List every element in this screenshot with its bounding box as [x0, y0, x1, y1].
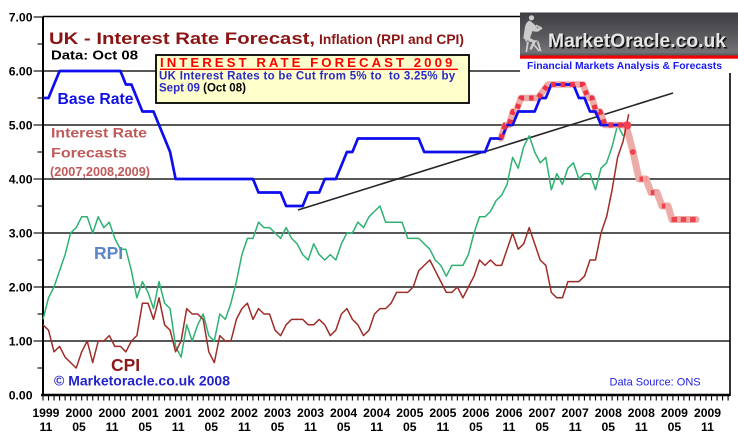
svg-text:2002: 2002 [198, 406, 225, 420]
svg-text:2005: 2005 [429, 406, 456, 420]
svg-text:Forecasts: Forecasts [51, 145, 127, 161]
svg-text:MarketOracle.co.uk: MarketOracle.co.uk [550, 33, 728, 54]
svg-text:4.00: 4.00 [9, 172, 33, 186]
svg-text:CPI: CPI [111, 355, 140, 375]
svg-text:11: 11 [172, 420, 185, 434]
svg-text:2005: 2005 [396, 406, 423, 420]
svg-text:11: 11 [39, 420, 52, 434]
svg-text:Base Rate: Base Rate [58, 91, 134, 108]
svg-text:11: 11 [106, 420, 119, 434]
svg-text:Data Source: ONS: Data Source: ONS [610, 377, 701, 389]
svg-text:2000: 2000 [99, 406, 126, 420]
svg-text:Sept 09 (Oct 08): Sept 09 (Oct 08) [159, 83, 246, 95]
svg-text:1.00: 1.00 [9, 334, 33, 348]
svg-text:UK - Interest Rate Forecast,: UK - Interest Rate Forecast, [49, 29, 315, 48]
svg-text:MarketOracle.co.uk: MarketOracle.co.uk [548, 31, 726, 52]
svg-text:05: 05 [72, 420, 86, 434]
svg-text:RPI: RPI [94, 243, 123, 263]
svg-text:3.00: 3.00 [9, 226, 33, 240]
svg-text:2000: 2000 [65, 406, 92, 420]
svg-text:6.00: 6.00 [9, 64, 33, 78]
svg-text:5.00: 5.00 [9, 118, 33, 132]
svg-text:Interest Rate: Interest Rate [51, 125, 147, 141]
svg-text:Inflation (RPI and CPI): Inflation (RPI and CPI) [319, 31, 464, 47]
svg-text:11: 11 [503, 420, 516, 434]
svg-text:2003: 2003 [297, 406, 324, 420]
svg-text:11: 11 [370, 420, 383, 434]
svg-text:2009: 2009 [661, 406, 688, 420]
svg-text:11: 11 [238, 420, 251, 434]
svg-text:2004: 2004 [330, 406, 357, 420]
svg-text:05: 05 [469, 420, 483, 434]
svg-text:0.00: 0.00 [9, 388, 33, 402]
svg-text:05: 05 [602, 420, 616, 434]
svg-text:2002: 2002 [231, 406, 258, 420]
svg-text:Financial Markets Analysis & F: Financial Markets Analysis & Forecasts [527, 60, 722, 72]
svg-text:11: 11 [701, 420, 714, 434]
svg-text:© Marketoracle.co.uk 2008: © Marketoracle.co.uk 2008 [54, 374, 230, 389]
svg-text:05: 05 [205, 420, 219, 434]
svg-text:2003: 2003 [264, 406, 291, 420]
svg-text:2006: 2006 [495, 406, 522, 420]
svg-text:2.00: 2.00 [9, 280, 33, 294]
svg-text:Data: Oct 08: Data: Oct 08 [51, 48, 138, 63]
svg-text:7.00: 7.00 [9, 10, 33, 24]
svg-text:UK Interest Rates to be Cut fr: UK Interest Rates to be Cut from 5% to t… [159, 71, 456, 83]
svg-text:05: 05 [271, 420, 285, 434]
svg-text:2008: 2008 [628, 406, 655, 420]
svg-text:05: 05 [403, 420, 417, 434]
svg-text:2006: 2006 [462, 406, 489, 420]
svg-text:05: 05 [138, 420, 152, 434]
svg-text:05: 05 [668, 420, 682, 434]
svg-text:2001: 2001 [132, 406, 159, 420]
svg-text:2007: 2007 [529, 406, 556, 420]
svg-text:1999: 1999 [32, 406, 59, 420]
svg-text:11: 11 [635, 420, 648, 434]
svg-text:11: 11 [304, 420, 317, 434]
svg-text:05: 05 [337, 420, 351, 434]
svg-text:2009: 2009 [694, 406, 721, 420]
svg-text:2008: 2008 [595, 406, 622, 420]
svg-text:2007: 2007 [562, 406, 589, 420]
svg-text:(2007,2008,2009): (2007,2008,2009) [50, 164, 150, 179]
svg-text:2004: 2004 [363, 406, 390, 420]
svg-text:05: 05 [535, 420, 549, 434]
svg-text:INTEREST RATE FORECAST 2009: INTEREST RATE FORECAST 2009 [160, 55, 455, 70]
svg-text:11: 11 [436, 420, 449, 434]
svg-text:11: 11 [569, 420, 582, 434]
svg-text:2001: 2001 [165, 406, 192, 420]
